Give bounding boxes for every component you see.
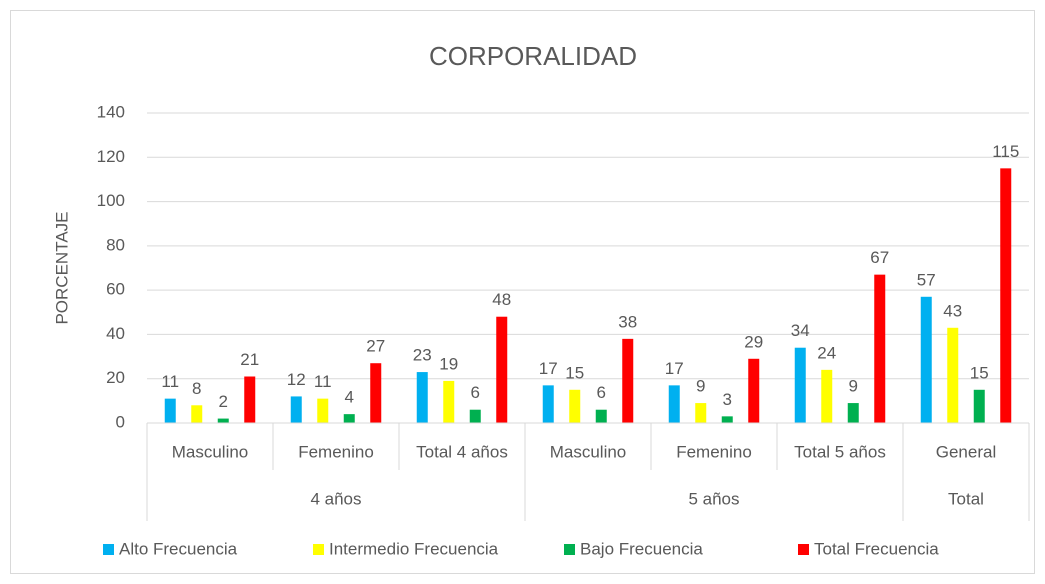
legend-label: Intermedio Frecuencia bbox=[329, 539, 499, 558]
bar bbox=[569, 389, 581, 423]
data-label: 3 bbox=[723, 390, 732, 409]
data-label: 21 bbox=[240, 350, 259, 369]
group-label: 4 años bbox=[310, 489, 361, 508]
bar bbox=[244, 376, 256, 423]
chart-title: CORPORALIDAD bbox=[429, 41, 637, 71]
data-label: 27 bbox=[366, 337, 385, 356]
x-tick-label: Masculino bbox=[172, 442, 249, 461]
bar bbox=[748, 358, 760, 423]
bar bbox=[920, 296, 932, 423]
x-tick-label: Masculino bbox=[550, 442, 627, 461]
bar bbox=[668, 385, 680, 423]
x-tick-label: Total 4 años bbox=[416, 442, 508, 461]
bar bbox=[469, 409, 481, 423]
data-label: 24 bbox=[817, 343, 836, 362]
y-tick-label: 20 bbox=[106, 368, 125, 387]
data-label: 12 bbox=[287, 370, 306, 389]
data-label: 57 bbox=[917, 270, 936, 289]
data-label: 15 bbox=[970, 363, 989, 382]
bar bbox=[290, 396, 302, 423]
y-tick-label: 100 bbox=[97, 191, 125, 210]
data-label: 8 bbox=[192, 379, 201, 398]
legend-label: Total Frecuencia bbox=[814, 539, 939, 558]
y-tick-label: 80 bbox=[106, 235, 125, 254]
bar bbox=[622, 338, 634, 423]
data-label: 43 bbox=[943, 301, 962, 320]
bar bbox=[695, 403, 707, 423]
data-label: 67 bbox=[870, 248, 889, 267]
data-label: 29 bbox=[744, 332, 763, 351]
bar bbox=[443, 380, 455, 423]
y-tick-label: 0 bbox=[116, 412, 125, 431]
data-label: 17 bbox=[539, 359, 558, 378]
bar bbox=[847, 403, 859, 423]
bar bbox=[416, 372, 428, 423]
data-label: 9 bbox=[849, 377, 858, 396]
bar bbox=[947, 327, 959, 423]
x-tick-label: Total 5 años bbox=[794, 442, 886, 461]
bar bbox=[317, 398, 329, 423]
y-tick-label: 40 bbox=[106, 324, 125, 343]
y-tick-label: 60 bbox=[106, 280, 125, 299]
data-label: 115 bbox=[992, 142, 1019, 161]
data-label: 17 bbox=[665, 359, 684, 378]
data-label: 11 bbox=[161, 372, 179, 391]
bar bbox=[164, 398, 176, 423]
data-label: 6 bbox=[597, 383, 606, 402]
bar bbox=[821, 369, 833, 423]
bar bbox=[191, 405, 203, 423]
bar bbox=[496, 316, 508, 423]
y-tick-label: 120 bbox=[97, 147, 125, 166]
bar bbox=[542, 385, 554, 423]
bar bbox=[595, 409, 607, 423]
data-label: 48 bbox=[492, 290, 511, 309]
bar bbox=[217, 418, 229, 423]
data-label: 9 bbox=[696, 377, 705, 396]
data-label: 11 bbox=[314, 372, 332, 391]
data-label: 15 bbox=[565, 363, 584, 382]
data-label: 23 bbox=[413, 346, 432, 365]
legend-swatch bbox=[313, 544, 324, 555]
legend-swatch bbox=[564, 544, 575, 555]
legend-swatch bbox=[103, 544, 114, 555]
bar bbox=[1000, 168, 1012, 423]
bar bbox=[721, 416, 733, 423]
bar bbox=[874, 274, 886, 423]
data-label: 19 bbox=[439, 354, 458, 373]
x-tick-label: General bbox=[936, 442, 996, 461]
data-label: 38 bbox=[618, 312, 637, 331]
data-label: 4 bbox=[345, 388, 354, 407]
data-label: 6 bbox=[471, 383, 480, 402]
legend-label: Alto Frecuencia bbox=[119, 539, 238, 558]
bar bbox=[973, 389, 985, 423]
data-label: 2 bbox=[219, 392, 228, 411]
bar bbox=[370, 363, 382, 423]
x-tick-label: Femenino bbox=[676, 442, 752, 461]
y-axis-title: PORCENTAJE bbox=[52, 211, 71, 324]
data-label: 34 bbox=[791, 321, 810, 340]
y-tick-label: 140 bbox=[97, 102, 125, 121]
x-tick-label: Femenino bbox=[298, 442, 374, 461]
group-label: Total bbox=[948, 489, 984, 508]
legend-swatch bbox=[798, 544, 809, 555]
legend-label: Bajo Frecuencia bbox=[580, 539, 703, 558]
bar bbox=[343, 414, 355, 423]
chart-border bbox=[10, 10, 1035, 574]
group-label: 5 años bbox=[688, 489, 739, 508]
bar bbox=[794, 347, 806, 423]
